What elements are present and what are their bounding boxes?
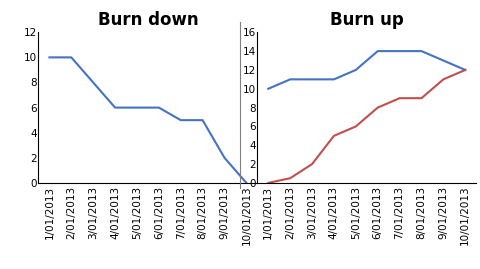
Completed xyxy=(330,134,336,137)
Line: Completed: Completed xyxy=(268,70,464,183)
Remaining xyxy=(68,56,74,59)
Remaining xyxy=(156,106,161,109)
Completed xyxy=(461,68,467,72)
Completed xyxy=(374,106,380,109)
Completed xyxy=(309,162,314,166)
Completed xyxy=(396,97,402,100)
Remaining xyxy=(134,106,140,109)
Scope xyxy=(418,49,423,53)
Completed xyxy=(352,125,358,128)
Completed xyxy=(287,177,292,180)
Completed xyxy=(418,97,423,100)
Scope xyxy=(461,68,467,72)
Completed xyxy=(440,78,445,81)
Scope xyxy=(440,59,445,62)
Scope xyxy=(287,78,292,81)
Remaining xyxy=(221,156,227,160)
Completed xyxy=(265,181,271,185)
Line: Scope: Scope xyxy=(268,51,464,89)
Remaining xyxy=(199,119,205,122)
Title: Burn down: Burn down xyxy=(97,11,198,29)
Remaining xyxy=(47,56,52,59)
Scope xyxy=(309,78,314,81)
Scope xyxy=(330,78,336,81)
Remaining xyxy=(243,181,249,185)
Scope xyxy=(265,87,271,90)
Title: Burn up: Burn up xyxy=(329,11,403,29)
Remaining xyxy=(178,119,183,122)
Scope xyxy=(396,49,402,53)
Line: Remaining: Remaining xyxy=(49,57,246,183)
Remaining xyxy=(112,106,118,109)
Scope xyxy=(352,68,358,72)
Scope xyxy=(374,49,380,53)
Remaining xyxy=(90,81,96,84)
